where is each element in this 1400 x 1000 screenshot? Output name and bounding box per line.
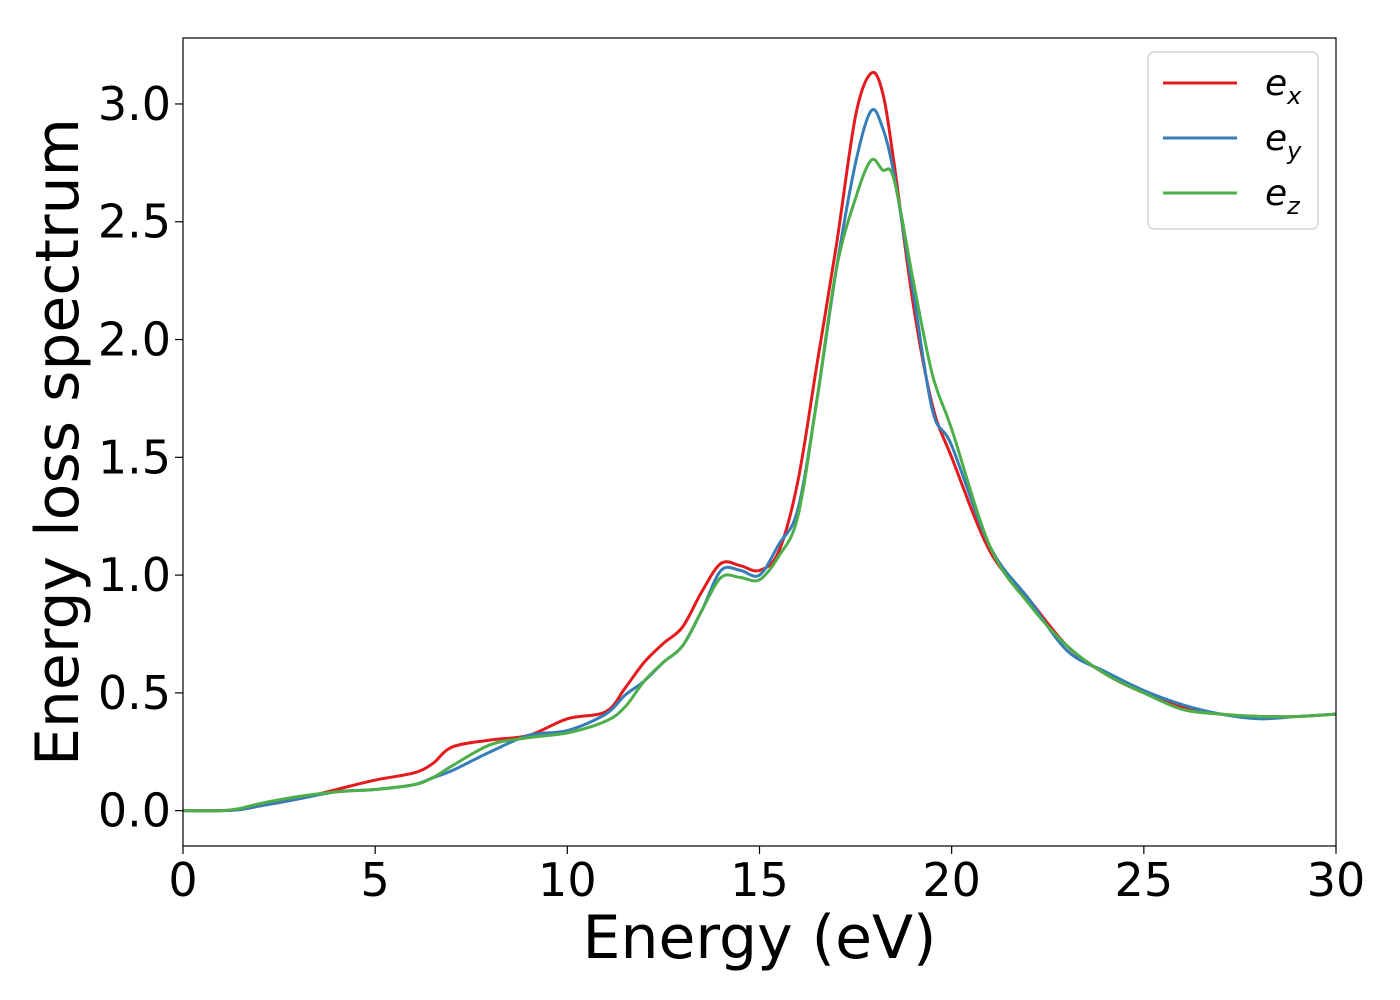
x-tick-label: 5 (361, 853, 390, 907)
y-axis-label: Energy loss spectrum (23, 118, 93, 766)
series-line-z (182, 157, 1337, 813)
x-tick-label: 10 (538, 853, 597, 907)
x-axis-label: Energy (eV) (583, 903, 937, 973)
y-tick-label: 3.0 (98, 77, 171, 131)
legend: ex ey ez (1147, 51, 1319, 230)
legend-label-x: ex (1265, 63, 1302, 110)
y-tick-label: 1.5 (98, 430, 171, 484)
y-tick-label: 2.0 (98, 313, 171, 367)
x-tick-label: 15 (730, 853, 789, 907)
x-axis-ticks: 0 5 10 15 20 25 30 (168, 846, 1365, 907)
legend-box (1147, 51, 1319, 230)
x-tick-label: 20 (922, 853, 981, 907)
x-tick-label: 25 (1115, 853, 1174, 907)
x-tick-label: 30 (1307, 853, 1366, 907)
x-tick-label: 0 (168, 853, 197, 907)
y-tick-label: 0.0 (98, 784, 171, 838)
y-axis-ticks: 0.0 0.5 1.0 1.5 2.0 2.5 3.0 (98, 77, 183, 838)
legend-label-y: ey (1265, 118, 1302, 165)
y-tick-label: 2.5 (98, 195, 171, 249)
series-lines (182, 70, 1337, 813)
y-tick-label: 1.0 (98, 548, 171, 602)
legend-label-z: ez (1265, 173, 1301, 220)
y-tick-label: 0.5 (98, 666, 171, 720)
